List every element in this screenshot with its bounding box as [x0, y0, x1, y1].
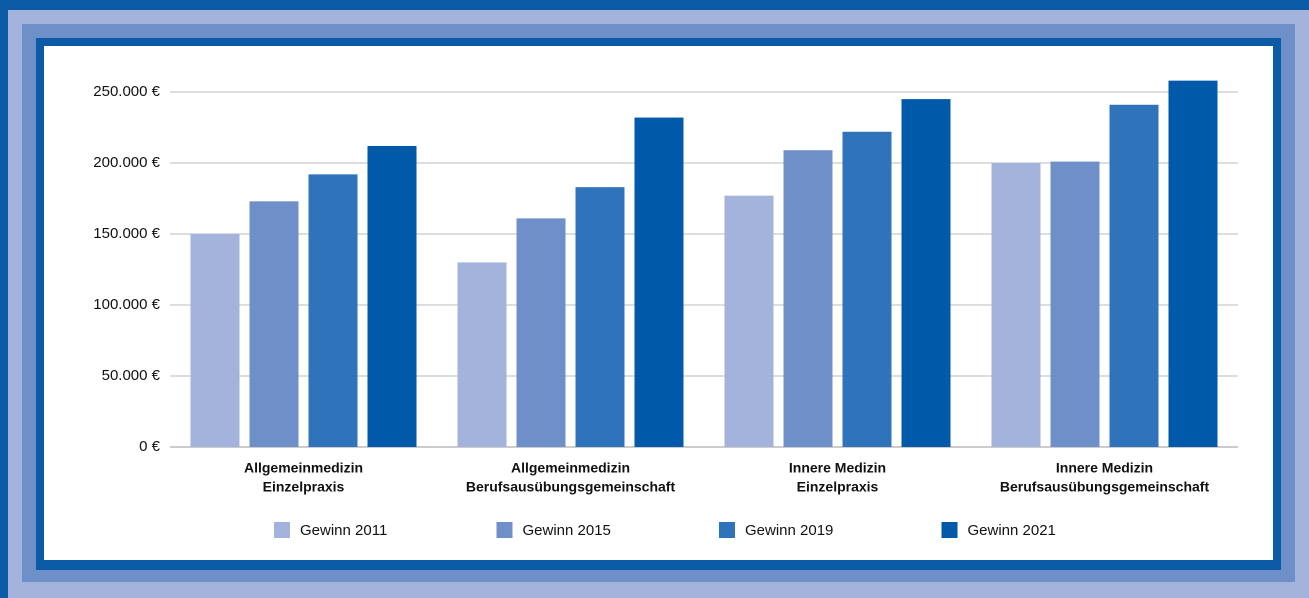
- bar: [575, 187, 625, 447]
- legend-label: Gewinn 2011: [300, 522, 387, 539]
- y-tick-label: 150.000 €: [93, 225, 160, 242]
- x-tick-label: Innere Medizin: [1056, 460, 1153, 476]
- bar: [1168, 80, 1218, 447]
- x-tick-label: Innere Medizin: [789, 460, 886, 476]
- x-tick-label: Einzelpraxis: [797, 479, 879, 495]
- bar: [783, 150, 833, 447]
- legend-swatch: [496, 522, 513, 538]
- bar: [367, 145, 417, 447]
- x-tick-label: Berufsausübungsgemeinschaft: [466, 479, 676, 495]
- bar: [901, 99, 951, 447]
- y-tick-label: 250.000 €: [93, 83, 160, 100]
- legend-swatch: [274, 522, 290, 538]
- legend-label: Gewinn 2015: [523, 522, 611, 539]
- bar: [190, 234, 240, 447]
- x-tick-label: Allgemeinmedizin: [244, 460, 363, 476]
- y-tick-label: 50.000 €: [102, 367, 161, 384]
- y-tick-label: 100.000 €: [93, 296, 160, 313]
- x-tick-label: Allgemeinmedizin: [511, 460, 630, 476]
- bar: [249, 201, 299, 447]
- bar: [457, 262, 507, 447]
- legend-swatch: [719, 522, 735, 538]
- bar: [842, 131, 892, 447]
- bar: [1050, 161, 1100, 447]
- bar: [516, 218, 566, 447]
- x-tick-label: Einzelpraxis: [263, 479, 345, 495]
- bar: [634, 117, 684, 447]
- bar: [724, 195, 774, 447]
- bar: [991, 163, 1041, 447]
- legend-label: Gewinn 2019: [745, 522, 833, 539]
- legend-swatch: [941, 522, 958, 538]
- x-tick-label: Berufsausübungsgemeinschaft: [1000, 479, 1210, 495]
- legend-label: Gewinn 2021: [968, 522, 1056, 539]
- y-tick-label: 0 €: [139, 438, 161, 455]
- bar: [308, 174, 358, 448]
- bar: [1109, 104, 1159, 447]
- y-tick-label: 200.000 €: [93, 154, 160, 171]
